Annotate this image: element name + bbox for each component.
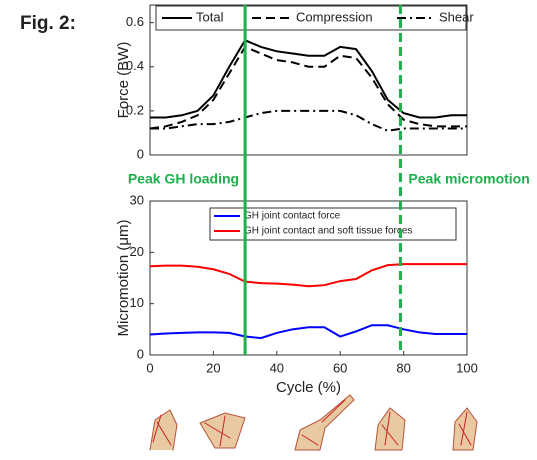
marker-label: Peak micromotion: [408, 171, 529, 187]
x-tick-label: 60: [333, 360, 347, 375]
legend-label: Shear: [439, 9, 474, 24]
series-line: [149, 45, 467, 130]
x-tick-label: 0: [146, 360, 153, 375]
y-tick-label: 20: [130, 244, 144, 259]
series-line: [149, 263, 467, 288]
y-axis-label: Micromotion (μm): [115, 220, 132, 337]
figure-label: Fig. 2:: [20, 13, 76, 34]
y-tick-label: 0.6: [126, 14, 144, 29]
y-tick-label: 0: [137, 346, 144, 361]
x-axis-label: Cycle (%): [276, 379, 341, 396]
y-tick-label: 0: [137, 146, 144, 161]
legend-label: GH joint contact force: [244, 211, 341, 222]
plot-area: [149, 200, 468, 356]
x-tick-label: 40: [270, 360, 284, 375]
y-tick-label: 0.4: [126, 58, 144, 73]
series-line: [150, 39, 467, 119]
y-tick-label: 10: [130, 295, 144, 310]
legend-box: [209, 207, 457, 241]
plot-area: [149, 4, 468, 156]
x-tick-label: 100: [456, 360, 478, 375]
y-axis-label: Force (BW): [115, 42, 132, 119]
legend-label: Total: [196, 9, 224, 24]
y-tick-label: 0.2: [126, 102, 144, 117]
x-tick-label: 20: [206, 360, 220, 375]
legend-label: GH joint contact and soft tissue forces: [244, 226, 412, 237]
series-line: [149, 324, 467, 340]
x-tick-label: 80: [396, 360, 410, 375]
marker-label: Peak GH loading: [128, 171, 239, 187]
legend-label: Compression: [296, 9, 373, 24]
y-tick-label: 30: [130, 192, 144, 207]
series-line: [150, 109, 467, 132]
legend-box: [155, 5, 467, 31]
shoulder-illustrations: [149, 394, 478, 451]
